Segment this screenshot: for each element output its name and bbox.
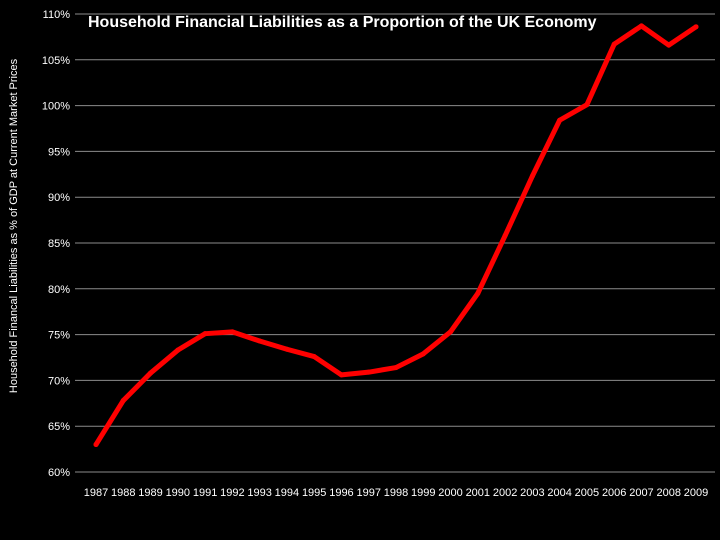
data-point	[148, 370, 154, 376]
x-tick-label: 1991	[193, 487, 217, 499]
x-tick-label: 2004	[547, 487, 571, 499]
y-tick-label: 100%	[42, 101, 70, 113]
x-tick-label: 1990	[166, 487, 190, 499]
x-tick-label: 1989	[138, 487, 162, 499]
x-tick-label: 2000	[438, 487, 462, 499]
data-point	[338, 372, 344, 378]
x-tick-label: 2005	[575, 487, 599, 499]
x-tick-label: 2003	[520, 487, 544, 499]
y-axis-label: Household Financal Liabilities as % of G…	[8, 58, 20, 393]
y-tick-label: 75%	[48, 330, 70, 342]
data-point	[584, 102, 590, 108]
data-point	[257, 338, 263, 344]
series-line	[93, 23, 699, 448]
y-tick-label: 85%	[48, 238, 70, 250]
data-point	[693, 24, 699, 30]
data-point	[448, 329, 454, 335]
data-point	[502, 233, 508, 239]
data-point	[229, 329, 235, 335]
data-point	[175, 347, 181, 353]
data-point	[638, 23, 644, 29]
gridlines	[75, 13, 715, 473]
x-tick-label: 1993	[247, 487, 271, 499]
data-point	[202, 331, 208, 337]
y-axis-ticks: 60% 65% 70% 75% 80% 85% 90% 95% 100% 105% 110%	[42, 9, 70, 479]
chart-title: Household Financial Liabilities as a Pro…	[88, 14, 597, 31]
data-point	[93, 442, 99, 448]
x-tick-label: 1999	[411, 487, 435, 499]
x-tick-label: 1992	[220, 487, 244, 499]
data-point	[393, 365, 399, 371]
x-tick-label: 1988	[111, 487, 135, 499]
x-tick-label: 1987	[84, 487, 108, 499]
y-tick-label: 110%	[43, 9, 71, 21]
x-tick-label: 1996	[329, 487, 353, 499]
x-tick-label: 2002	[493, 487, 517, 499]
y-tick-label: 60%	[48, 467, 70, 479]
y-tick-label: 90%	[48, 192, 70, 204]
x-tick-label: 2009	[684, 487, 708, 499]
x-axis-ticks: 1987 1988 1989 1990 1991 1992 1993 1994 1995 1996…	[84, 487, 708, 499]
x-tick-label: 1995	[302, 487, 326, 499]
data-point	[311, 354, 317, 360]
data-point	[557, 117, 563, 123]
data-point	[366, 369, 372, 375]
data-point	[529, 173, 535, 179]
x-tick-label: 2008	[656, 487, 680, 499]
data-point	[284, 346, 290, 352]
y-tick-label: 105%	[42, 55, 70, 67]
x-tick-label: 1998	[384, 487, 408, 499]
x-tick-label: 2001	[466, 487, 490, 499]
x-tick-label: 1997	[356, 487, 380, 499]
data-point	[475, 290, 481, 296]
data-point	[420, 351, 426, 357]
y-tick-label: 80%	[48, 284, 70, 296]
x-tick-label: 2007	[629, 487, 653, 499]
y-tick-label: 95%	[48, 146, 70, 158]
data-point	[666, 42, 672, 48]
series-layer	[93, 23, 699, 448]
data-point	[611, 41, 617, 47]
x-tick-label: 2006	[602, 487, 626, 499]
data-point	[120, 398, 126, 404]
x-tick-label: 1994	[275, 487, 299, 499]
y-tick-label: 70%	[48, 375, 70, 387]
y-tick-label: 65%	[48, 421, 70, 433]
